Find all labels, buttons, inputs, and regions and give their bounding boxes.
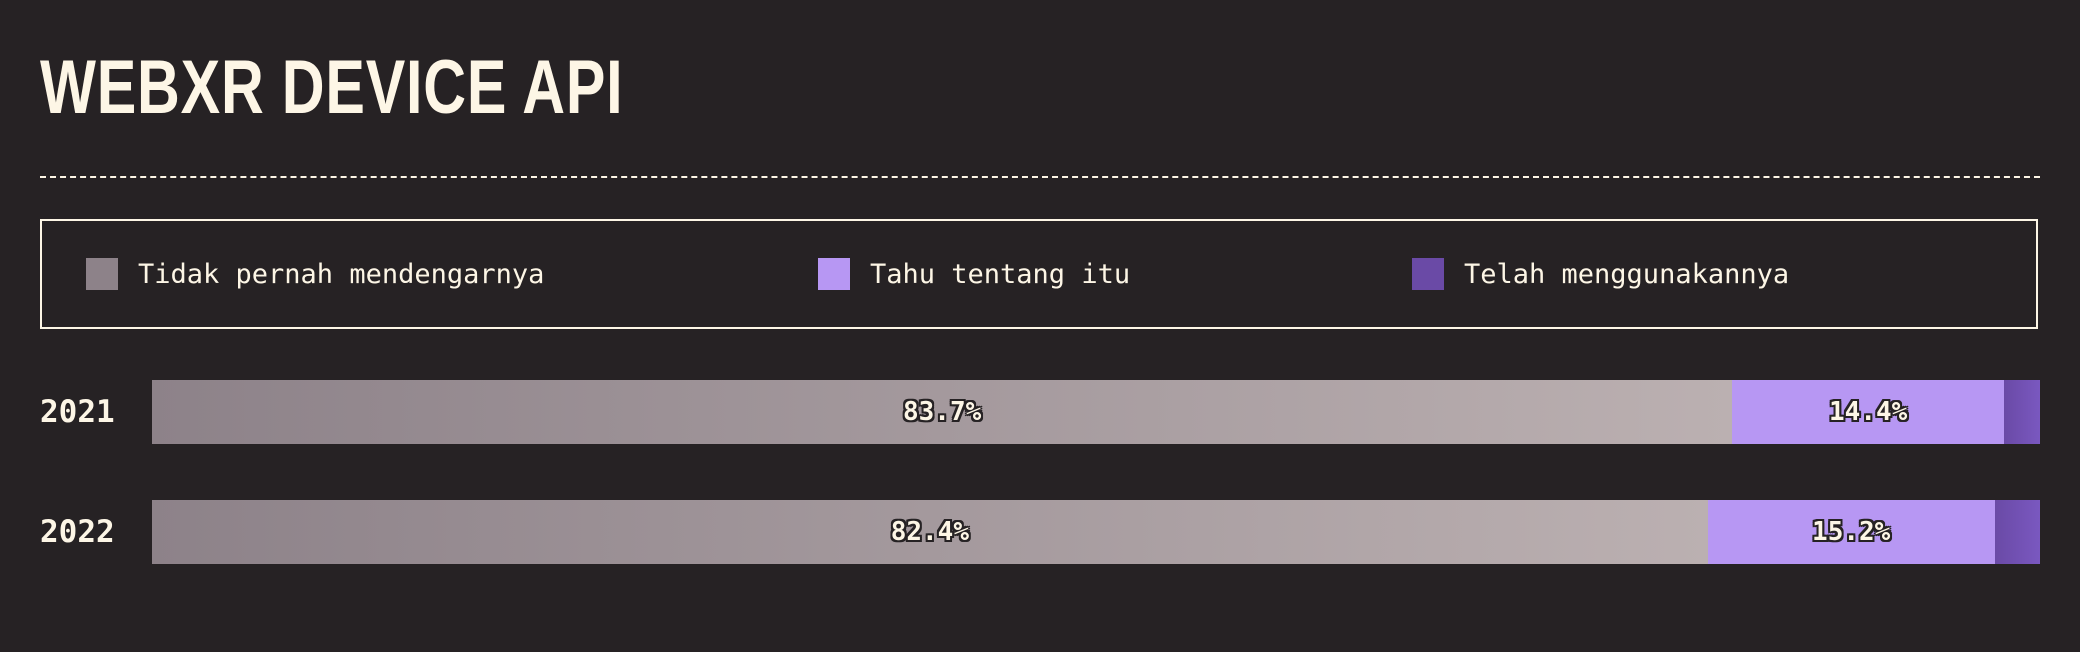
bar-segment-2022-used-it <box>1994 500 2040 564</box>
legend-swatch-never-heard <box>86 258 118 290</box>
legend: Tidak pernah mendengarnya Tahu tentang i… <box>40 219 2038 329</box>
bar-2022: 82.4% 15.2% <box>152 500 2040 564</box>
legend-swatch-used-it <box>1412 258 1444 290</box>
data-label-2022-know-about: 15.2% <box>1812 517 1891 547</box>
bar-segment-2022-know-about: 15.2% <box>1707 500 1995 564</box>
dashed-divider <box>40 176 2040 178</box>
legend-label-know-about: Tahu tentang itu <box>870 258 1131 290</box>
legend-label-used-it: Telah menggunakannya <box>1464 258 1790 290</box>
bar-segment-2022-never-heard: 82.4% <box>152 500 1708 564</box>
bar-segment-2021-never-heard: 83.7% <box>152 380 1733 444</box>
legend-item-never-heard: Tidak pernah mendengarnya <box>86 221 544 327</box>
bar-segment-2021-used-it <box>2004 380 2040 444</box>
legend-label-never-heard: Tidak pernah mendengarnya <box>138 258 545 290</box>
legend-swatch-know-about <box>818 258 850 290</box>
bar-2021: 83.7% 14.4% <box>152 380 2040 444</box>
data-label-2021-never-heard: 83.7% <box>902 397 982 427</box>
legend-item-used-it: Telah menggunakannya <box>1412 221 1789 327</box>
chart-title: WEBXR DEVICE API <box>40 45 624 130</box>
legend-item-know-about: Tahu tentang itu <box>818 221 1130 327</box>
data-label-2021-know-about: 14.4% <box>1829 397 1908 427</box>
bar-segment-2021-know-about: 14.4% <box>1732 380 2005 444</box>
data-label-2022-never-heard: 82.4% <box>890 517 969 547</box>
row-label-2022: 2022 <box>40 514 115 550</box>
row-label-2021: 2021 <box>40 394 115 430</box>
